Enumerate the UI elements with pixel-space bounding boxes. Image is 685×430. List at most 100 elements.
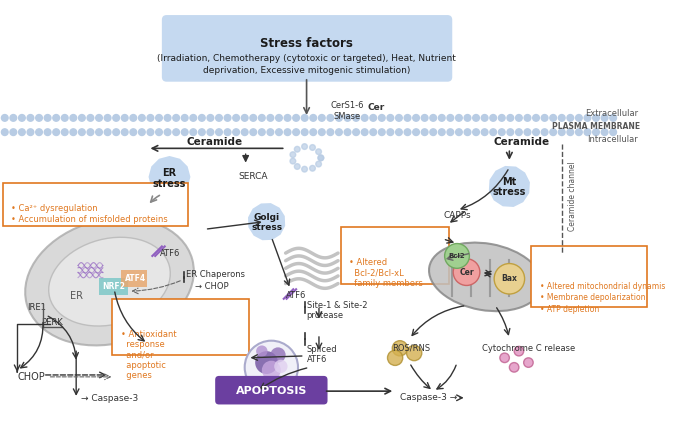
- Circle shape: [130, 114, 136, 121]
- Circle shape: [533, 129, 539, 135]
- Circle shape: [490, 114, 497, 121]
- Text: Ceramide: Ceramide: [186, 137, 242, 147]
- Circle shape: [164, 114, 171, 121]
- Circle shape: [207, 129, 214, 135]
- Circle shape: [447, 114, 453, 121]
- Circle shape: [113, 129, 119, 135]
- Circle shape: [27, 129, 34, 135]
- Circle shape: [482, 129, 488, 135]
- Circle shape: [70, 114, 77, 121]
- Circle shape: [96, 129, 102, 135]
- Circle shape: [258, 129, 265, 135]
- Ellipse shape: [25, 218, 194, 345]
- Circle shape: [336, 114, 342, 121]
- Circle shape: [393, 341, 408, 356]
- Text: Caspase-3 →: Caspase-3 →: [400, 393, 457, 402]
- Circle shape: [447, 129, 453, 135]
- Circle shape: [550, 114, 556, 121]
- FancyBboxPatch shape: [99, 278, 127, 295]
- Circle shape: [96, 114, 102, 121]
- Text: CAPPs: CAPPs: [443, 211, 471, 219]
- Circle shape: [327, 114, 334, 121]
- Circle shape: [290, 158, 296, 164]
- Circle shape: [262, 361, 281, 380]
- Circle shape: [584, 114, 590, 121]
- Circle shape: [558, 129, 565, 135]
- FancyBboxPatch shape: [112, 299, 249, 355]
- Circle shape: [610, 129, 616, 135]
- Circle shape: [558, 114, 565, 121]
- Text: Stress factors: Stress factors: [260, 37, 353, 50]
- Circle shape: [421, 129, 428, 135]
- Circle shape: [173, 129, 179, 135]
- Circle shape: [241, 129, 248, 135]
- Text: IRE1: IRE1: [27, 303, 46, 312]
- Circle shape: [575, 129, 582, 135]
- Circle shape: [292, 114, 299, 121]
- Circle shape: [413, 114, 419, 121]
- Circle shape: [284, 129, 291, 135]
- Circle shape: [541, 129, 548, 135]
- Circle shape: [87, 129, 94, 135]
- Text: CerS1-6: CerS1-6: [331, 101, 364, 110]
- Text: ATF6: ATF6: [160, 249, 180, 258]
- Circle shape: [53, 114, 60, 121]
- Circle shape: [453, 259, 480, 286]
- Circle shape: [256, 345, 268, 357]
- Circle shape: [190, 129, 197, 135]
- Text: ER: ER: [162, 168, 177, 178]
- Circle shape: [318, 155, 324, 161]
- Circle shape: [499, 129, 505, 135]
- Circle shape: [601, 129, 608, 135]
- Circle shape: [190, 114, 197, 121]
- Text: stress: stress: [251, 223, 282, 232]
- Circle shape: [344, 114, 351, 121]
- Circle shape: [510, 362, 519, 372]
- Circle shape: [464, 129, 471, 135]
- Circle shape: [464, 114, 471, 121]
- Circle shape: [494, 264, 525, 294]
- Circle shape: [147, 114, 153, 121]
- Circle shape: [507, 129, 514, 135]
- Circle shape: [523, 358, 533, 367]
- Circle shape: [256, 351, 278, 374]
- Circle shape: [233, 114, 240, 121]
- Circle shape: [301, 114, 308, 121]
- Text: NRF2: NRF2: [102, 282, 125, 291]
- Text: Cytochrome C release: Cytochrome C release: [482, 344, 575, 353]
- Circle shape: [216, 129, 223, 135]
- Circle shape: [62, 129, 68, 135]
- Text: Golgi: Golgi: [253, 213, 279, 222]
- Circle shape: [514, 347, 523, 356]
- Circle shape: [271, 347, 286, 362]
- Circle shape: [516, 129, 522, 135]
- Ellipse shape: [429, 243, 542, 311]
- Circle shape: [413, 129, 419, 135]
- Circle shape: [516, 114, 522, 121]
- Circle shape: [456, 129, 462, 135]
- Text: apoptotic: apoptotic: [121, 361, 166, 370]
- Circle shape: [387, 129, 394, 135]
- Circle shape: [245, 341, 298, 394]
- Circle shape: [575, 114, 582, 121]
- Circle shape: [318, 155, 324, 161]
- Text: Bax: Bax: [501, 274, 517, 283]
- Circle shape: [147, 129, 153, 135]
- Circle shape: [507, 114, 514, 121]
- Circle shape: [207, 114, 214, 121]
- Text: • Accumulation of misfolded proteins: • Accumulation of misfolded proteins: [12, 215, 169, 224]
- Circle shape: [10, 114, 16, 121]
- Circle shape: [301, 166, 308, 172]
- Circle shape: [438, 114, 445, 121]
- Circle shape: [327, 129, 334, 135]
- Text: CHOP: CHOP: [17, 372, 45, 382]
- Circle shape: [541, 114, 548, 121]
- Text: Extracellular: Extracellular: [585, 109, 638, 118]
- Circle shape: [113, 114, 119, 121]
- Circle shape: [1, 129, 8, 135]
- Circle shape: [10, 129, 16, 135]
- Circle shape: [567, 114, 573, 121]
- Text: Intracellular: Intracellular: [587, 135, 638, 144]
- Text: ATF6: ATF6: [286, 292, 306, 301]
- Text: Bcl2: Bcl2: [449, 253, 465, 259]
